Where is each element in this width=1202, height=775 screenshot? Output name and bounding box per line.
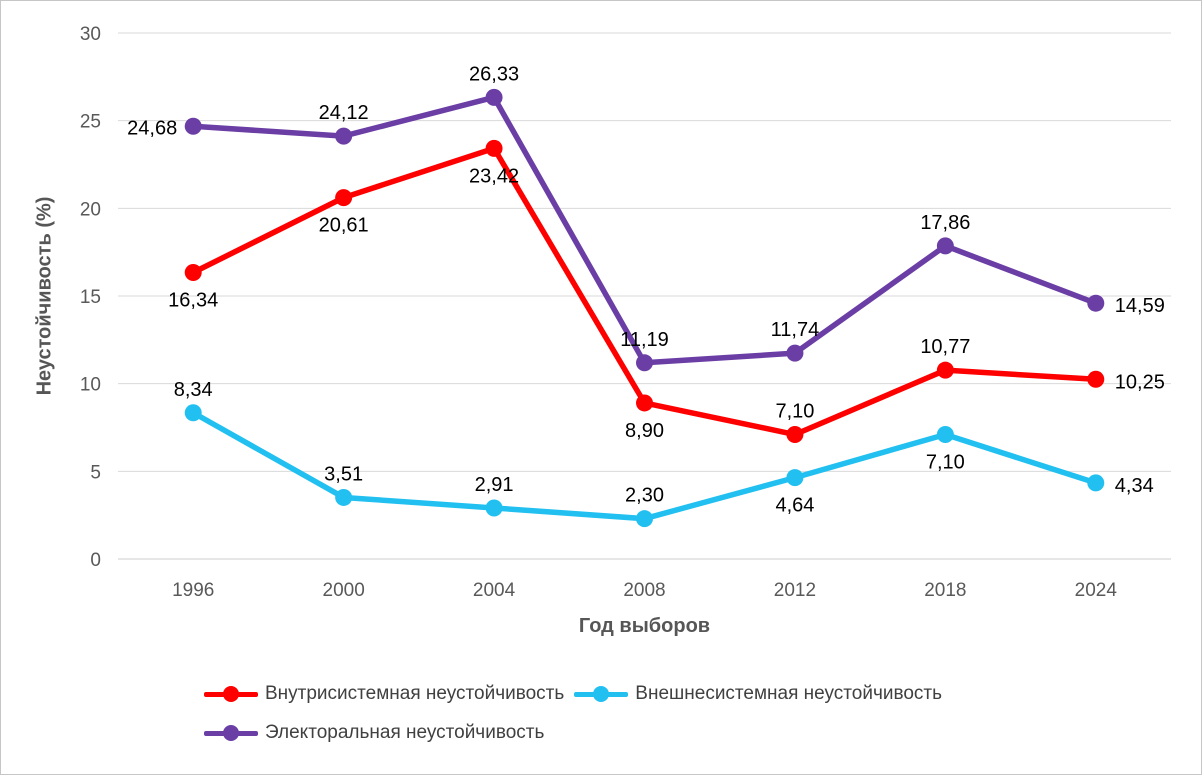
- y-tick-label-10: 10: [80, 375, 101, 396]
- series-2-marker-2012: [786, 344, 804, 362]
- legend-item-series-1: Внешнесистемная неустойчивость: [574, 683, 942, 705]
- series-2-marker-2004: [485, 88, 503, 106]
- series-1-data-label-2008: 2,30: [625, 485, 664, 507]
- series-1-marker-2012: [786, 469, 804, 487]
- x-tick-label-2012: 2012: [774, 580, 816, 601]
- legend-label: Электоральная неустойчивость: [265, 722, 545, 743]
- x-tick-label-2004: 2004: [473, 580, 516, 601]
- series-2-data-label-2004: 26,33: [469, 63, 519, 85]
- x-tick-label-2024: 2024: [1075, 580, 1118, 601]
- series-0-marker-2004: [485, 139, 503, 157]
- series-2-data-label-2000: 24,12: [319, 102, 369, 124]
- y-tick-label-0: 0: [90, 550, 101, 571]
- series-1-data-label-1996: 8,34: [174, 379, 213, 401]
- y-tick-label-5: 5: [90, 462, 101, 483]
- series-2-marker-1996: [184, 117, 202, 135]
- series-1-data-label-2004: 2,91: [475, 474, 514, 496]
- legend-line-marker-icon: [574, 686, 629, 703]
- series-0-data-label-2012: 7,10: [775, 401, 814, 423]
- x-axis-title: Год выборов: [578, 615, 711, 637]
- legend-line-marker-icon: [204, 725, 258, 742]
- series-0-data-label-2024: 10,25: [1115, 371, 1165, 393]
- series-2-marker-2008: [636, 354, 653, 372]
- series-2-marker-2018: [936, 237, 954, 255]
- y-tick-label-30: 30: [80, 24, 101, 45]
- series-1-data-label-2024: 4,34: [1115, 475, 1154, 497]
- series-0-marker-2000: [335, 189, 353, 207]
- legend-row: Электоральная неустойчивость: [204, 722, 942, 744]
- series-0-data-label-2000: 20,61: [319, 215, 369, 237]
- series-1-marker-2018: [936, 426, 954, 444]
- series-0-marker-2018: [936, 361, 954, 379]
- series-2-data-label-2024: 14,59: [1115, 295, 1165, 317]
- series-0-data-label-2004: 23,42: [469, 165, 519, 187]
- y-tick-label-20: 20: [80, 199, 101, 220]
- series-0-marker-2012: [786, 426, 804, 444]
- legend-item-series-2: Электоральная неустойчивость: [204, 722, 544, 744]
- series-1-marker-2004: [485, 499, 503, 517]
- x-tick-label-2018: 2018: [924, 580, 966, 601]
- series-2-marker-2024: [1087, 294, 1105, 312]
- series-0-data-label-1996: 16,34: [168, 290, 218, 312]
- series-1-marker-1996: [184, 404, 202, 422]
- series-0-marker-1996: [184, 264, 202, 282]
- legend-line-marker-icon: [204, 686, 258, 703]
- series-0-data-label-2008: 8,90: [625, 420, 664, 442]
- series-2-data-label-2012: 11,74: [771, 319, 820, 341]
- series-1-marker-2008: [636, 510, 653, 528]
- x-tick-label-1996: 1996: [172, 580, 214, 601]
- series-1-marker-2000: [335, 488, 353, 506]
- y-axis-title: Неустойчивость (%): [33, 196, 56, 396]
- legend: Внутрисистемная неустойчивость Внешнесист…: [204, 683, 942, 744]
- series-1-data-label-2000: 3,51: [324, 463, 363, 485]
- legend-row: Внутрисистемная неустойчивость Внешнесист…: [204, 683, 942, 705]
- x-tick-label-2008: 2008: [623, 580, 665, 601]
- series-1-data-label-2018: 7,10: [926, 452, 965, 474]
- series-2-marker-2000: [335, 127, 353, 145]
- x-tick-label-2000: 2000: [323, 580, 365, 601]
- series-2-data-label-2018: 17,86: [920, 212, 970, 234]
- series-0-data-label-2018: 10,77: [920, 336, 970, 358]
- legend-item-series-0: Внутрисистемная неустойчивость: [204, 683, 564, 705]
- y-tick-label-25: 25: [80, 112, 101, 133]
- legend-label: Внешнесистемная неустойчивость: [635, 683, 943, 704]
- series-line-0: [190, 145, 1099, 438]
- y-tick-label-15: 15: [80, 287, 101, 308]
- series-0-marker-2008: [636, 394, 653, 412]
- series-1-data-label-2012: 4,64: [775, 495, 814, 517]
- series-2-data-label-1996: 24,68: [127, 117, 177, 139]
- series-1-marker-2024: [1087, 474, 1105, 492]
- series-0-marker-2024: [1087, 370, 1105, 388]
- legend-label: Внутрисистемная неустойчивость: [265, 683, 565, 704]
- series-2-data-label-2008: 11,19: [620, 329, 669, 351]
